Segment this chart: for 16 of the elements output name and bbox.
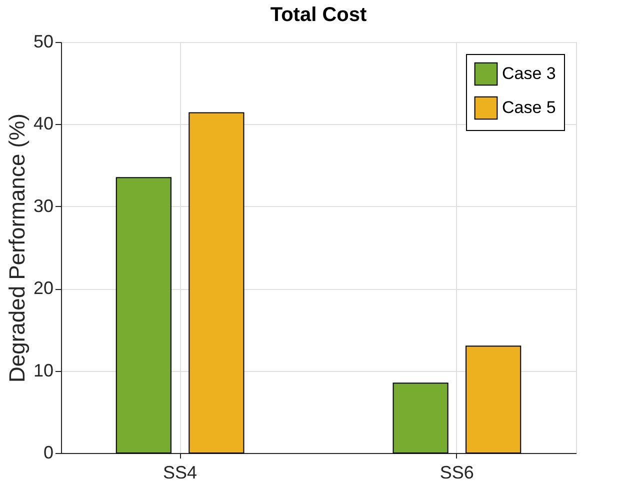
y-tick-label: 30 <box>33 196 54 216</box>
legend-label: Case 3 <box>502 64 556 83</box>
bar <box>116 177 172 454</box>
x-tick-label: SS6 <box>440 462 474 482</box>
y-tick-label: 20 <box>33 278 54 298</box>
bar <box>392 382 448 454</box>
y-tick-label: 50 <box>33 32 54 52</box>
chart-title: Total Cost <box>270 4 367 26</box>
y-tick-label: 40 <box>33 114 54 134</box>
x-tick-label: SS4 <box>163 462 198 482</box>
bar <box>466 346 522 454</box>
y-tick-label: 0 <box>43 442 54 462</box>
y-axis-title: Degraded Performance (%) <box>4 113 30 383</box>
y-tick-label: 10 <box>33 360 54 380</box>
bar <box>188 112 244 454</box>
legend-label: Case 5 <box>502 98 556 117</box>
